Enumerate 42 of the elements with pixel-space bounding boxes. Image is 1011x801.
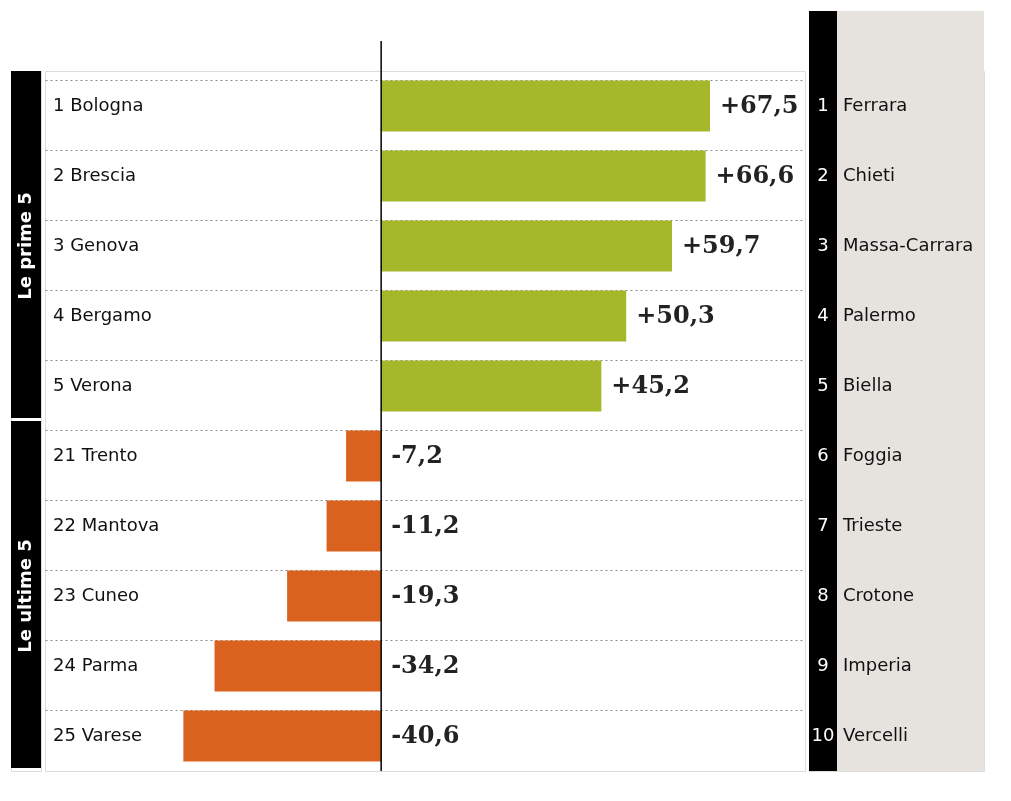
bar [381, 360, 602, 412]
text: 6 Foggia [817, 444, 903, 465]
data-label: -34,2 [391, 650, 460, 679]
bar [287, 570, 382, 622]
text: Le prime 5 [14, 192, 35, 300]
data-label: +67,5 [720, 90, 799, 119]
bar [381, 150, 706, 202]
text: 1 Ferrara [817, 94, 908, 115]
text: 5 Biella [817, 374, 893, 395]
text: 2 Chieti [817, 164, 896, 185]
y-tick-label: 23 Cuneo [53, 584, 140, 605]
text: 9 Imperia [817, 654, 912, 675]
bar [183, 710, 382, 762]
bar [381, 290, 627, 342]
y-tick-label: 4 Bergamo [53, 304, 152, 325]
text: 3 Massa-Carrara [817, 234, 974, 255]
y-tick-label: 22 Mantova [53, 514, 160, 535]
y-tick-label: 5 Verona [53, 374, 133, 395]
text: 7 Trieste [817, 514, 903, 535]
y-tick-label: 25 Varese [53, 724, 143, 745]
data-label: -11,2 [391, 510, 460, 539]
data-label: +50,3 [636, 300, 715, 329]
text: 4 Palermo [817, 304, 916, 325]
text: Le ultime 5 [14, 539, 35, 653]
y-tick-label: 24 Parma [53, 654, 139, 675]
bar [381, 220, 672, 272]
y-tick-label: 2 Brescia [53, 164, 136, 185]
bar [214, 640, 382, 692]
data-label: -19,3 [391, 580, 460, 609]
data-label: +45,2 [611, 370, 690, 399]
data-label: -7,2 [391, 440, 443, 469]
y-tick-label: 21 Trento [53, 444, 138, 465]
y-tick-label: 3 Genova [53, 234, 140, 255]
text: 8 Crotone [817, 584, 915, 605]
data-label: +66,6 [715, 160, 795, 189]
bar [346, 430, 382, 482]
data-label: +59,7 [682, 230, 761, 259]
bar [326, 500, 382, 552]
y-tick-label: 1 Bologna [53, 94, 144, 115]
bar [381, 80, 710, 132]
data-label: -40,6 [391, 720, 460, 749]
text: 10 Vercelli [811, 724, 908, 745]
